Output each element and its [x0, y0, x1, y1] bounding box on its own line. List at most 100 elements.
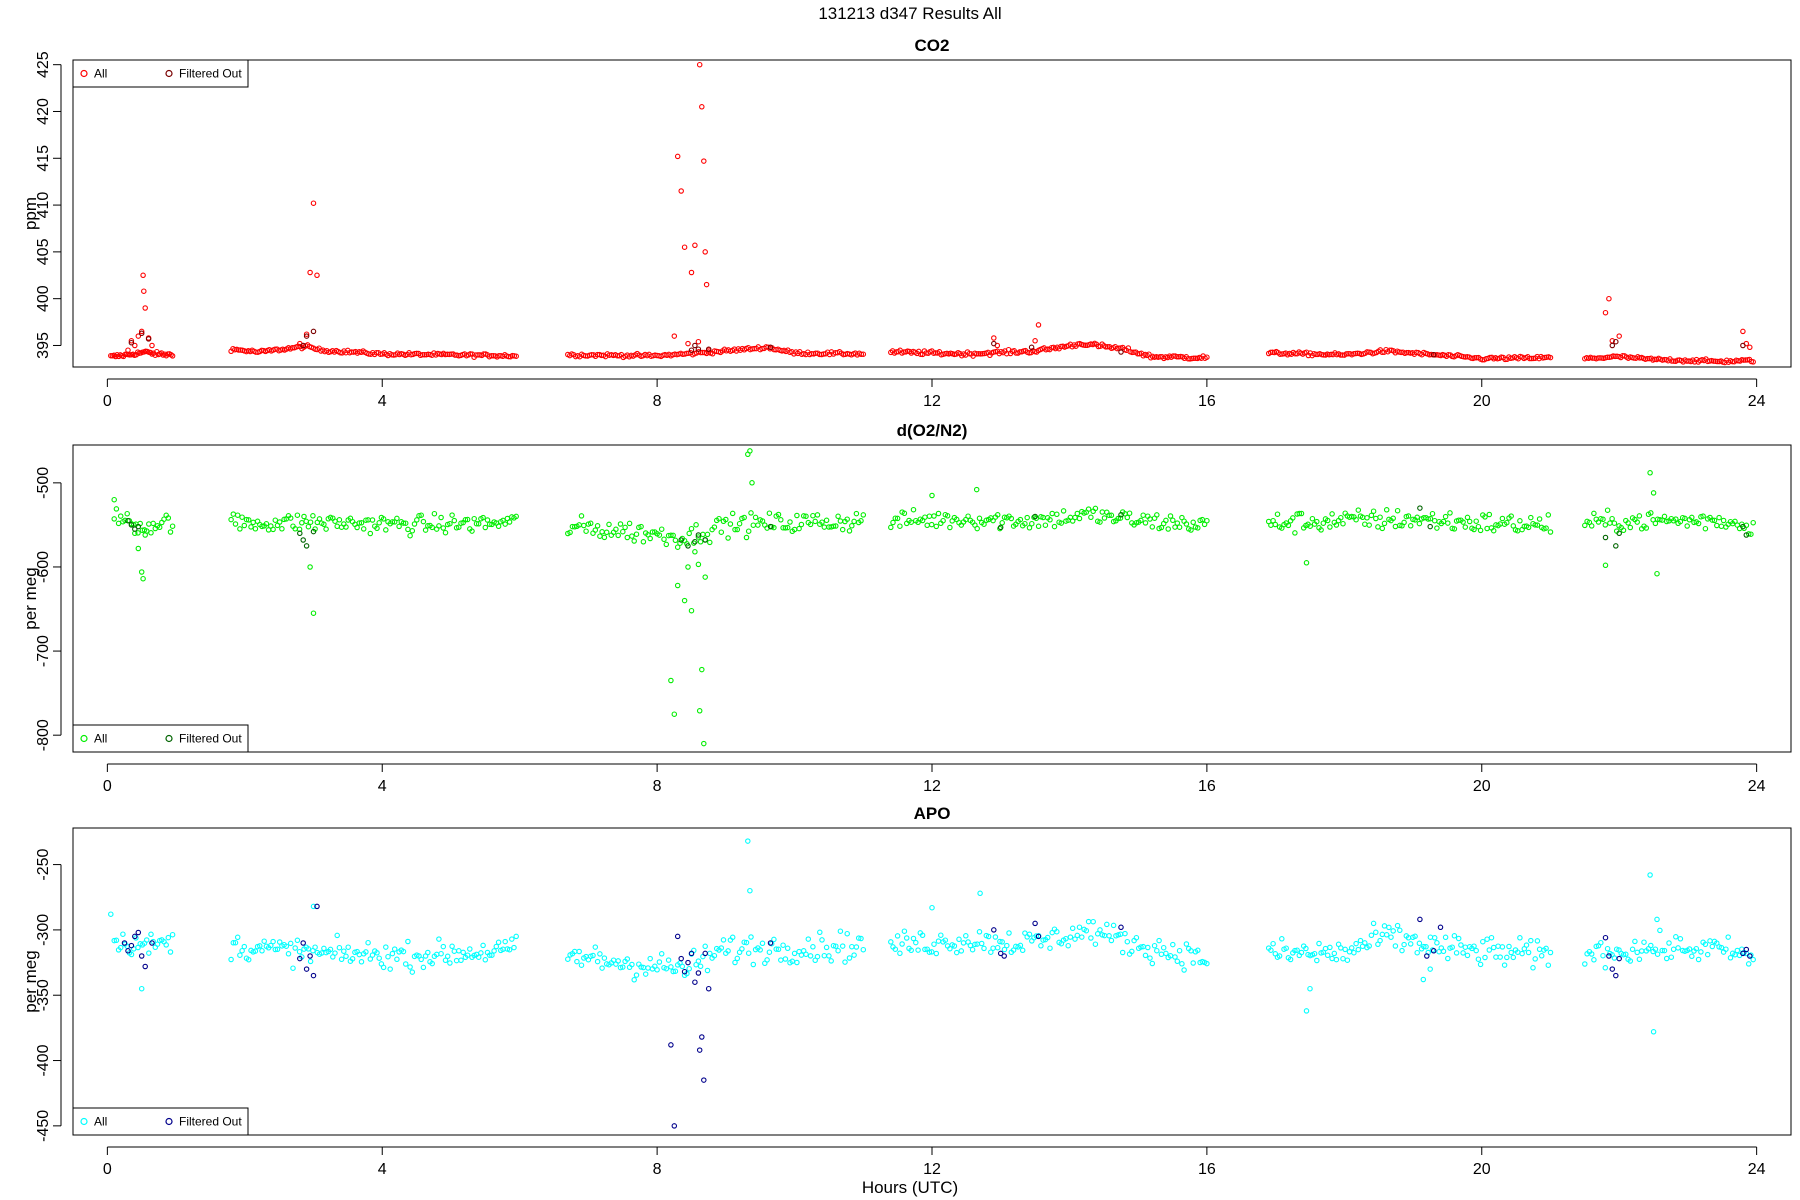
data-point: [1597, 355, 1603, 361]
data-point: [1486, 511, 1493, 518]
data-point: [1126, 510, 1133, 516]
data-point: [1276, 953, 1283, 959]
data-point: [576, 948, 582, 955]
data-point: [685, 564, 691, 570]
data-point: [1032, 338, 1038, 344]
data-point: [1024, 514, 1030, 521]
data-point: [146, 950, 152, 956]
data-point: [294, 937, 301, 944]
data-point: [1536, 516, 1543, 522]
data-point: [394, 956, 400, 963]
data-point: [750, 961, 757, 968]
data-point: [142, 532, 148, 538]
data-point: [1591, 510, 1597, 517]
data-point: [933, 950, 940, 957]
data-point: [620, 964, 626, 970]
data-point: [414, 517, 420, 523]
data-point: [773, 946, 779, 952]
y-tick-label: 395: [35, 332, 52, 359]
data-point: [963, 933, 969, 939]
data-point: [1420, 976, 1427, 983]
data-point: [1154, 512, 1160, 518]
data-point: [506, 946, 513, 953]
data-point: [1673, 516, 1679, 522]
data-point: [976, 515, 983, 522]
panel-3: APO per meg 0 4 8 12 16 20 24 -250 -300 -350 -400 -45…: [21, 804, 1792, 1178]
data-point: [336, 517, 343, 523]
data-point: [1591, 957, 1597, 963]
data-point: [688, 525, 695, 532]
data-point: [1267, 349, 1274, 356]
data-point: [671, 711, 678, 717]
data-point: [947, 524, 953, 531]
data-point: [1654, 951, 1661, 957]
y-axis-label: per meg: [21, 567, 40, 629]
x-tick-label: 0: [103, 393, 112, 410]
data-point: [1670, 946, 1677, 953]
data-point: [994, 944, 1001, 951]
data-point: [376, 520, 382, 526]
data-point: [784, 524, 791, 531]
data-point: [245, 517, 252, 523]
data-point: [447, 520, 453, 527]
data-point: [310, 328, 317, 335]
data-point: [631, 977, 637, 983]
data-point: [858, 351, 865, 358]
data-point: [1287, 956, 1294, 963]
data-point: [1142, 952, 1149, 959]
data-point: [1495, 943, 1501, 949]
data-point: [743, 939, 750, 946]
data-point: [228, 956, 234, 963]
data-point: [451, 517, 458, 524]
data-point: [138, 330, 145, 337]
data-point: [794, 512, 800, 519]
data-point: [502, 938, 508, 945]
data-point: [1451, 526, 1458, 532]
data-point: [1600, 516, 1606, 523]
data-point: [1366, 943, 1372, 949]
data-point: [1145, 944, 1151, 951]
data-point: [402, 961, 409, 967]
data-point: [1370, 920, 1377, 927]
data-point: [674, 582, 681, 589]
data-point: [837, 518, 844, 524]
data-point: [1424, 953, 1430, 959]
data-point: [451, 948, 458, 954]
data-point: [1074, 932, 1081, 939]
data-point: [922, 514, 928, 520]
data-point: [1742, 357, 1749, 363]
data-point: [369, 952, 376, 958]
data-point: [1303, 1008, 1310, 1014]
data-point: [124, 510, 130, 517]
data-points: [108, 838, 1756, 1129]
data-point: [1099, 509, 1106, 515]
data-point: [1333, 956, 1340, 963]
data-point: [624, 534, 631, 541]
data-point: [400, 948, 407, 955]
data-point: [420, 518, 427, 525]
data-point: [791, 950, 798, 957]
data-point: [1684, 358, 1690, 364]
data-point: [407, 532, 413, 539]
data-point: [1431, 517, 1438, 524]
data-point: [1652, 946, 1659, 952]
data-point: [111, 516, 117, 522]
data-point: [1538, 953, 1545, 959]
panel-1: CO2 ppm 0 4 8 12 16 20 24 395 400 405 410 415 420 425 Al…: [21, 36, 1792, 410]
data-point: [296, 948, 303, 955]
data-point: [303, 966, 310, 972]
data-point: [1331, 950, 1338, 957]
data-point: [688, 607, 695, 614]
data-point: [1455, 935, 1462, 942]
data-point: [1600, 952, 1606, 959]
data-point: [1740, 342, 1746, 349]
data-point: [1381, 520, 1388, 527]
data-point: [1082, 342, 1089, 349]
data-point: [1611, 955, 1618, 961]
legend: All Filtered Out: [72, 1107, 249, 1136]
data-point: [910, 506, 917, 513]
data-point: [1673, 934, 1679, 940]
data-point: [1119, 949, 1126, 956]
data-point: [702, 950, 708, 957]
data-point: [1085, 506, 1092, 512]
